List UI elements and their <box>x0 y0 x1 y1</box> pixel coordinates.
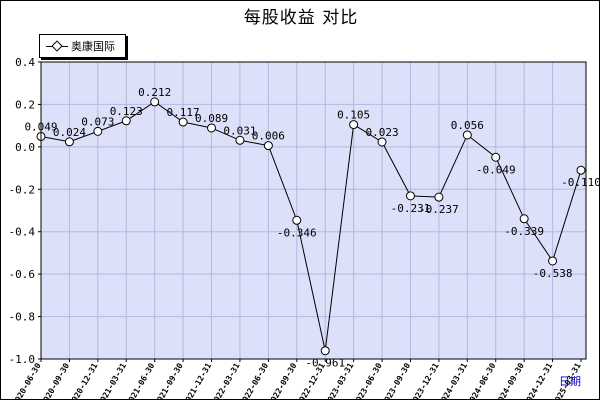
x-tick-label: 2024-09-30 <box>494 361 526 400</box>
data-point <box>150 97 160 107</box>
data-label: 0.056 <box>451 119 484 132</box>
series-group <box>36 97 586 356</box>
data-label: 0.073 <box>81 115 114 128</box>
x-tick-label: 2020-09-30 <box>39 361 71 400</box>
data-point <box>292 215 302 225</box>
x-tick-label: 2024-12-31 <box>522 361 554 400</box>
legend-label: 奥康国际 <box>71 40 115 53</box>
x-tick-label: 2023-09-30 <box>380 361 412 400</box>
y-axis-ticks: 0.4 0.2 0.0 -0.2 -0.4 -0.6 -0.8 -1.0 <box>9 56 41 366</box>
x-tick-label: 2022-06-30 <box>238 361 270 400</box>
data-point <box>548 256 558 266</box>
y-tick-label: 0.2 <box>15 98 35 111</box>
data-label: 0.023 <box>365 126 398 139</box>
data-point <box>434 192 444 202</box>
data-label: -0.110 <box>561 176 600 189</box>
data-point <box>576 165 586 175</box>
x-axis-ticks: 2020-06-302020-09-302020-12-312021-03-31… <box>11 359 583 400</box>
data-point <box>320 346 330 356</box>
data-label: 0.212 <box>138 86 171 99</box>
data-point <box>405 191 415 201</box>
data-label: 0.089 <box>195 112 228 125</box>
data-label: 0.123 <box>110 105 143 118</box>
y-tick-label: -0.2 <box>9 183 36 196</box>
data-point <box>178 117 188 127</box>
x-tick-label: 2023-06-30 <box>352 361 384 400</box>
y-tick-label: -0.6 <box>9 268 36 281</box>
data-label: -0.538 <box>533 267 573 280</box>
data-label: -0.231 <box>391 202 431 215</box>
data-point <box>263 141 273 151</box>
x-tick-label: 2022-03-31 <box>210 361 242 400</box>
x-tick-label: 2021-12-31 <box>181 361 213 400</box>
data-point <box>93 126 103 136</box>
x-tick-label: 2020-12-31 <box>68 361 100 400</box>
y-tick-label: 0.0 <box>15 141 35 154</box>
data-label: -0.049 <box>476 163 516 176</box>
x-tick-label: 2021-09-30 <box>153 361 185 400</box>
data-label: 0.031 <box>223 124 256 137</box>
data-label: 0.006 <box>252 130 285 143</box>
plot-border <box>40 61 587 360</box>
data-point <box>121 116 131 126</box>
data-label: -0.339 <box>504 225 544 238</box>
data-point <box>491 152 501 162</box>
data-point <box>462 130 472 140</box>
x-axis-unit-label: 日期 <box>559 375 581 388</box>
y-tick-label: -1.0 <box>9 353 36 366</box>
data-point <box>519 214 529 224</box>
data-point <box>377 137 387 147</box>
x-tick-label: 2024-03-31 <box>437 361 469 400</box>
data-point <box>207 123 217 133</box>
x-tick-label: 2021-06-30 <box>125 361 157 400</box>
x-tick-label: 2024-06-30 <box>466 361 498 400</box>
x-tick-label: 2022-09-30 <box>267 361 299 400</box>
data-label: 0.105 <box>337 109 370 122</box>
data-label: -0.237 <box>419 203 459 216</box>
y-tick-label: -0.8 <box>9 311 36 324</box>
legend: 奥康国际 <box>39 34 126 58</box>
y-tick-label: -0.4 <box>9 226 36 239</box>
plot-area <box>41 62 586 359</box>
series-line <box>40 101 582 351</box>
data-label: 0.117 <box>167 106 200 119</box>
x-tick-label: 2023-12-31 <box>409 361 441 400</box>
data-point <box>235 135 245 145</box>
legend-marker-icon <box>46 39 68 53</box>
data-label: -0.961 <box>305 357 345 370</box>
data-point <box>349 120 359 130</box>
x-tick-label: 2021-03-31 <box>96 361 128 400</box>
data-labels: 0.0490.0240.0730.1230.2120.1170.0890.031… <box>24 86 600 370</box>
data-point <box>64 137 74 147</box>
y-tick-label: 0.4 <box>15 56 35 69</box>
x-tick-label: 2020-06-30 <box>11 361 43 400</box>
data-label: -0.346 <box>277 226 317 239</box>
chart-title: 每股收益 对比 <box>243 8 359 28</box>
data-label: 0.024 <box>53 126 86 139</box>
grid-lines <box>41 62 586 359</box>
